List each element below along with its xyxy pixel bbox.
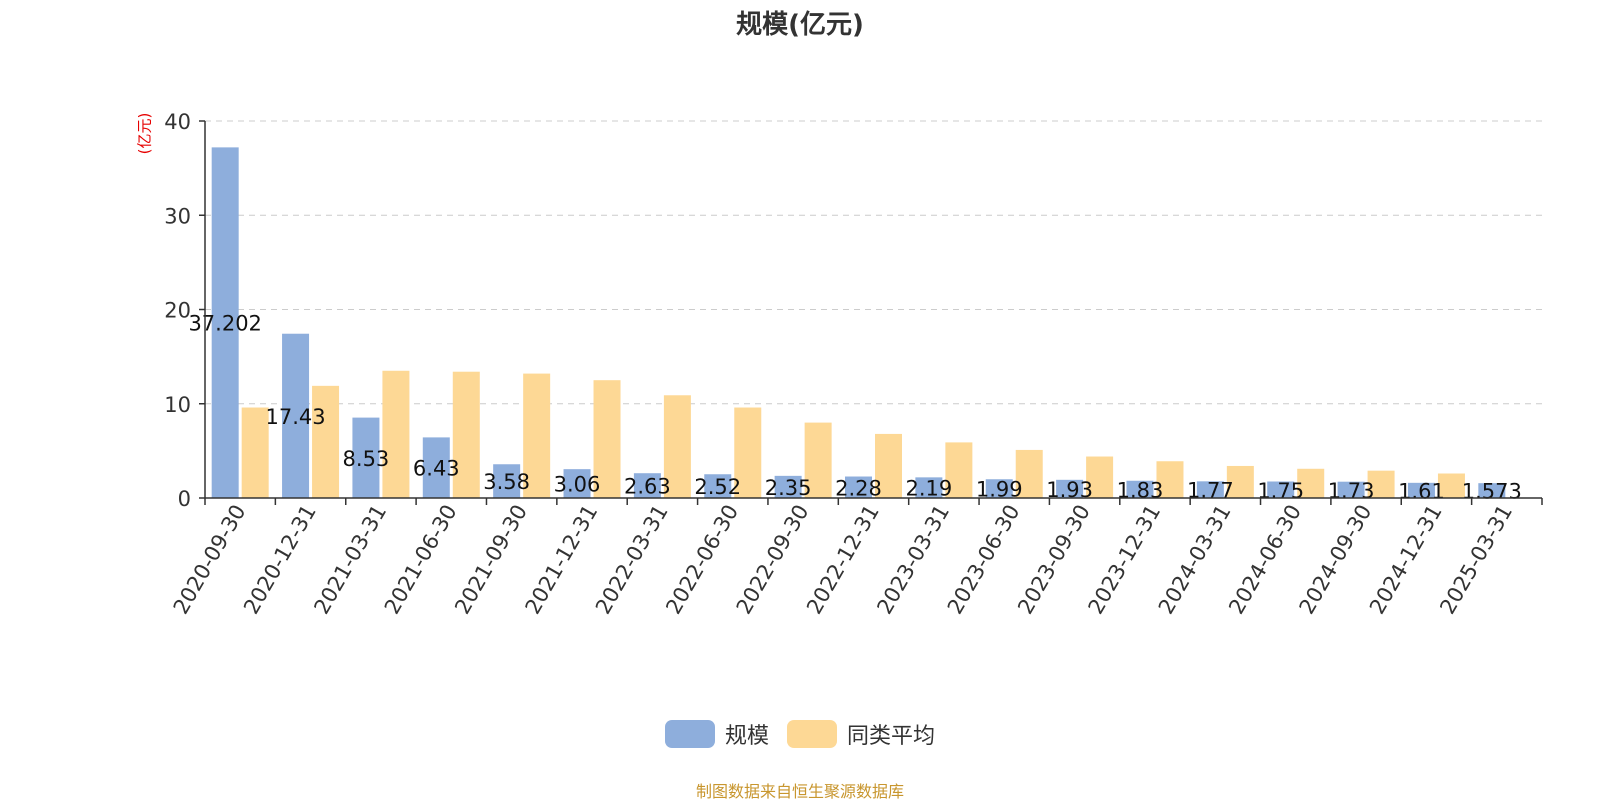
bar-scale-9 xyxy=(845,476,872,498)
data-label-scale-18: 1.573 xyxy=(1462,480,1522,504)
bar-peer-average-2 xyxy=(382,370,410,498)
bar-scale-2 xyxy=(352,417,380,498)
data-label-scale-8: 2.35 xyxy=(765,476,812,500)
legend-label-peer-average: 同类平均 xyxy=(847,724,936,749)
bar-scale-16 xyxy=(1337,481,1365,498)
legend-item-scale[interactable]: 规模 xyxy=(664,718,769,750)
bar-peer-average-5 xyxy=(593,380,621,498)
bar-peer-average-16 xyxy=(1367,470,1395,498)
bar-peer-average-11 xyxy=(1015,449,1043,498)
bar-scale-18 xyxy=(1478,483,1506,498)
x-tick-label-18: 2025-03-31 xyxy=(1435,501,1517,619)
bar-scale-11 xyxy=(985,479,1013,498)
data-label-scale-13: 1.83 xyxy=(1117,478,1164,502)
x-tick-label-8: 2022-09-30 xyxy=(732,501,814,619)
legend-item-peer-average[interactable]: 同类平均 xyxy=(787,718,935,750)
y-tick-label-2: 20 xyxy=(164,299,191,323)
y-tick-label-0: 0 xyxy=(178,487,191,511)
bar-scale-13 xyxy=(1126,480,1154,498)
data-label-scale-1: 17.43 xyxy=(265,405,325,429)
x-tick-label-10: 2023-03-31 xyxy=(872,501,954,619)
bar-scale-17 xyxy=(1407,482,1435,498)
y-tick-label-3: 30 xyxy=(164,204,191,228)
x-tick-label-14: 2024-03-31 xyxy=(1154,501,1236,619)
y-tick-label-1: 10 xyxy=(164,393,191,417)
x-tick-label-11: 2023-06-30 xyxy=(943,501,1025,619)
x-tick-label-0: 2020-09-30 xyxy=(169,501,251,619)
data-label-scale-4: 3.58 xyxy=(483,470,530,494)
bar-peer-average-6 xyxy=(663,395,691,498)
x-tick-label-2: 2021-03-31 xyxy=(309,501,391,619)
legend-swatch-peer-average xyxy=(787,720,837,748)
bar-peer-average-8 xyxy=(804,422,832,498)
x-tick-label-3: 2021-06-30 xyxy=(380,500,462,618)
x-tick-label-13: 2023-12-31 xyxy=(1083,501,1165,619)
legend-label-scale: 规模 xyxy=(724,724,769,749)
bar-peer-average-12 xyxy=(1086,456,1114,498)
bar-peer-average-3 xyxy=(452,371,480,498)
x-tick-label-16: 2024-09-30 xyxy=(1295,501,1377,619)
x-tick-label-9: 2022-12-31 xyxy=(802,501,884,619)
bar-scale-6 xyxy=(633,473,661,498)
x-tick-label-5: 2021-12-31 xyxy=(521,501,603,619)
x-tick-label-15: 2024-06-30 xyxy=(1224,501,1306,619)
bar-peer-average-17 xyxy=(1437,473,1465,498)
data-label-scale-2: 8.53 xyxy=(343,447,390,471)
bar-scale-7 xyxy=(704,474,732,498)
data-labels-layer: 37.202 17.43 8.53 6.43 3.58 3.06 2.63 2.52 2.35 2… xyxy=(188,312,1521,504)
x-tick-label-4: 2021-09-30 xyxy=(450,501,532,619)
bar-scale-8 xyxy=(774,475,802,498)
data-label-scale-0: 37.202 xyxy=(188,312,261,336)
bar-peer-average-13 xyxy=(1156,461,1184,498)
bar-peer-average-10 xyxy=(945,442,973,498)
bar-scale-14 xyxy=(1196,481,1224,498)
data-label-scale-9: 2.28 xyxy=(835,476,882,500)
bar-peer-average-1 xyxy=(312,385,340,498)
grid-layer xyxy=(205,120,1542,405)
bars-layer xyxy=(211,147,1506,498)
bar-scale-5 xyxy=(563,469,591,498)
data-label-scale-7: 2.52 xyxy=(694,475,741,499)
y-tick-label-4: 40 xyxy=(164,110,191,134)
bar-scale-1 xyxy=(282,333,310,498)
x-tick-label-12: 2023-09-30 xyxy=(1013,501,1095,619)
data-label-scale-16: 1.73 xyxy=(1328,479,1375,503)
data-label-scale-10: 2.19 xyxy=(905,477,952,501)
data-label-scale-5: 3.06 xyxy=(554,473,601,497)
bar-scale-10 xyxy=(915,477,943,498)
axis-layer: 0102030402020-09-302020-12-312021-03-312… xyxy=(164,110,1543,619)
data-label-scale-15: 1.75 xyxy=(1257,479,1304,503)
bar-scale-3 xyxy=(422,437,450,498)
data-label-scale-17: 1.61 xyxy=(1398,479,1445,503)
bar-scale-4 xyxy=(493,464,521,498)
bar-peer-average-0 xyxy=(241,407,269,498)
data-source-note: 制图数据来自恒生聚源数据库 xyxy=(695,782,904,801)
data-label-scale-6: 2.63 xyxy=(624,475,671,499)
bar-peer-average-9 xyxy=(875,433,902,498)
bar-peer-average-15 xyxy=(1297,468,1325,498)
x-tick-label-6: 2022-03-31 xyxy=(591,501,673,619)
bar-scale-15 xyxy=(1267,481,1295,498)
x-tick-label-17: 2024-12-31 xyxy=(1365,501,1447,619)
bar-scale-12 xyxy=(1056,479,1084,498)
bar-peer-average-14 xyxy=(1226,465,1254,498)
chart-title: 规模(亿元) xyxy=(736,10,864,40)
x-tick-label-1: 2020-12-31 xyxy=(239,501,321,619)
x-tick-label-7: 2022-06-30 xyxy=(661,501,743,619)
legend-swatch-scale xyxy=(664,720,715,748)
data-label-scale-14: 1.77 xyxy=(1187,479,1234,503)
bar-scale-0 xyxy=(211,147,239,498)
bar-peer-average-7 xyxy=(734,407,762,498)
bar-peer-average-4 xyxy=(523,373,551,498)
legend: 规模 同类平均 xyxy=(0,718,1600,750)
data-label-scale-3: 6.43 xyxy=(413,457,460,481)
